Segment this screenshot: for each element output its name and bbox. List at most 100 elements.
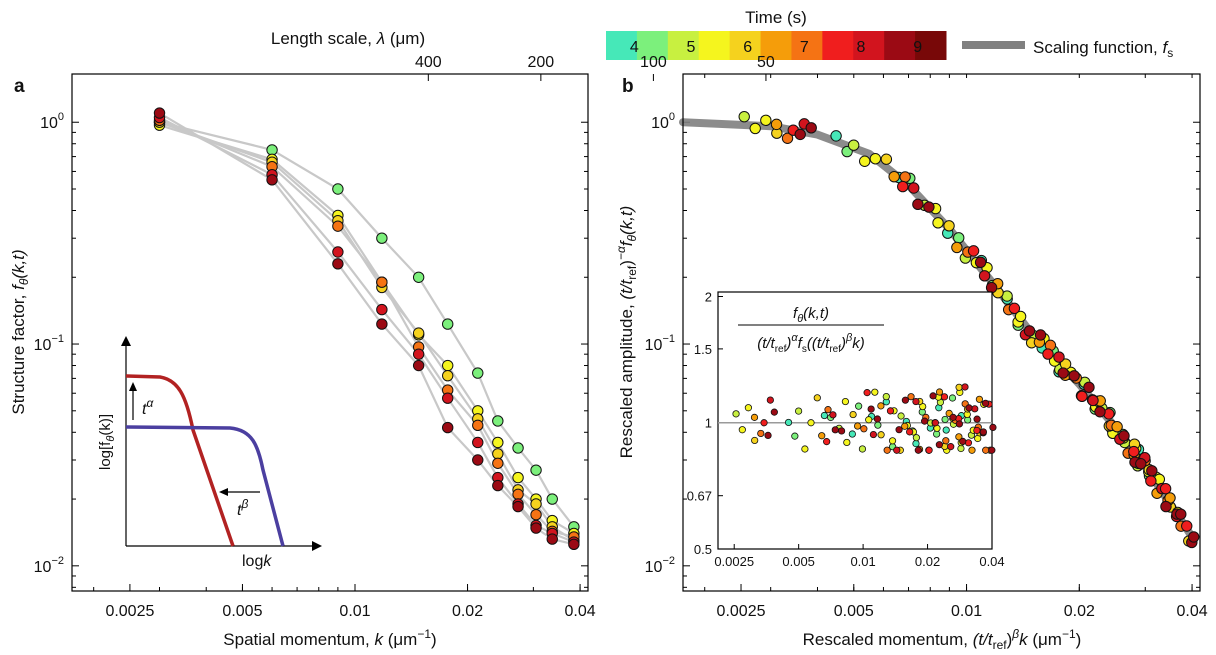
x-tick-label: 0.0025 xyxy=(717,603,766,620)
data-point xyxy=(781,132,794,144)
panel-b-x-label-close: ) xyxy=(1007,630,1013,649)
inset-data-point xyxy=(829,411,837,419)
colorbar-swatch xyxy=(853,31,885,60)
data-point xyxy=(376,232,388,244)
data-point xyxy=(546,493,558,505)
panel-a-letter: a xyxy=(14,76,25,97)
data-point xyxy=(412,359,425,372)
data-point xyxy=(908,182,920,194)
y-tick-label: 10−1 xyxy=(645,333,675,354)
x-tick-label: 0.005 xyxy=(834,603,874,620)
data-point xyxy=(512,442,524,454)
inset-data-point xyxy=(824,406,832,414)
inset-den-1: (t/t xyxy=(757,335,775,352)
data-point xyxy=(472,367,484,379)
inset-up-label-exp: α xyxy=(146,396,154,410)
panel-a-y-axis-label: Structure factor, fθ(k,t) xyxy=(9,249,31,414)
inset-data-point xyxy=(982,446,990,454)
data-point xyxy=(442,318,454,330)
panel-a-top-axis-label: Length scale, λ (μm) xyxy=(271,29,425,48)
panel-a-x-label-unit: (μm xyxy=(383,630,417,649)
y-tick-label: 10−1 xyxy=(34,333,64,354)
inset-data-point xyxy=(757,429,765,438)
inset-data-point xyxy=(877,431,885,439)
data-point xyxy=(847,139,860,151)
data-point xyxy=(412,271,425,283)
inset-data-point xyxy=(732,410,740,418)
data-point xyxy=(1188,531,1200,543)
inset-x-tick-label: 0.005 xyxy=(782,554,815,569)
panel-b-y-label-main: Rescaled amplitude, xyxy=(617,300,636,459)
inset-x-arrowhead xyxy=(312,541,322,551)
data-point xyxy=(1135,458,1147,470)
inset-y-label-sub: θ xyxy=(105,436,117,442)
data-point xyxy=(472,454,484,466)
data-point xyxy=(442,369,454,382)
inset-data-point xyxy=(940,393,949,401)
inset-den-sub: ref xyxy=(775,344,787,355)
data-point xyxy=(332,220,344,232)
inset-data-point xyxy=(948,394,957,402)
data-point xyxy=(512,488,524,501)
top-axis-tick-label: 100 xyxy=(640,54,667,71)
colorbar-swatch xyxy=(729,31,762,60)
data-point xyxy=(749,122,761,135)
data-point xyxy=(412,327,425,339)
inset-curve-late xyxy=(125,425,285,547)
panel-b: b 0.0025 0.005 0.01 0.02 0.04 100 10−1 10−2 0.0… xyxy=(614,73,1208,652)
data-point xyxy=(512,471,524,484)
data-point xyxy=(978,270,991,282)
colorbar-swatch xyxy=(791,31,823,60)
inset-data-point xyxy=(784,418,793,427)
inset-data-point xyxy=(871,388,879,396)
data-point xyxy=(1181,520,1193,532)
inset-den-sub2: ref xyxy=(829,344,841,355)
data-point xyxy=(376,303,388,316)
data-point xyxy=(530,509,542,521)
panel-b-x-label-sub: ref xyxy=(993,638,1008,652)
inset-data-point xyxy=(921,417,929,425)
data-point xyxy=(1094,406,1106,418)
panel-a-y-label-args: (k,t) xyxy=(9,249,28,278)
data-point xyxy=(266,174,278,186)
data-point xyxy=(472,419,484,432)
data-point xyxy=(332,183,344,195)
inset-num-f: f xyxy=(793,305,799,322)
inset-data-point xyxy=(791,432,799,440)
colorbar: Time (s) 4 5 6 7 8 9 xyxy=(606,8,947,60)
inset-den-2: ) xyxy=(784,335,791,352)
data-point xyxy=(442,359,454,372)
data-point xyxy=(897,180,909,193)
series-line xyxy=(159,121,575,542)
data-point xyxy=(568,538,580,551)
inset-data-point xyxy=(929,392,937,400)
inset-data-point xyxy=(883,446,891,454)
inset-data-point xyxy=(841,397,850,406)
inset-data-point xyxy=(912,397,920,406)
inset-data-point xyxy=(874,421,882,429)
inset-den-5: k) xyxy=(852,335,865,352)
x-tick-label: 0.005 xyxy=(222,603,262,620)
data-point xyxy=(1057,367,1069,379)
data-point xyxy=(869,153,882,165)
inset-data-point xyxy=(744,404,752,412)
panel-a-y-label-sub: θ xyxy=(17,278,31,285)
data-point xyxy=(912,198,924,211)
inset-data-point xyxy=(989,423,997,432)
inset-data-point xyxy=(801,445,809,453)
panel-b-y-label-close: ) xyxy=(617,260,636,266)
inset-data-point xyxy=(973,415,981,423)
data-point xyxy=(1008,302,1021,315)
data-point xyxy=(760,114,772,127)
inset-data-point xyxy=(901,396,909,404)
colorbar-swatch xyxy=(760,31,792,60)
inset-up-arrow-label: tα xyxy=(142,396,154,418)
inset-data-point xyxy=(865,416,873,424)
colorbar-swatch xyxy=(636,31,669,60)
data-point xyxy=(492,448,504,460)
inset-x-tick-label: 0.02 xyxy=(915,554,940,569)
panel-a: a Length scale, λ (μm) 0.0025 0.005 0.01 0.… xyxy=(9,29,775,649)
data-point xyxy=(492,457,504,469)
data-point xyxy=(492,436,504,449)
